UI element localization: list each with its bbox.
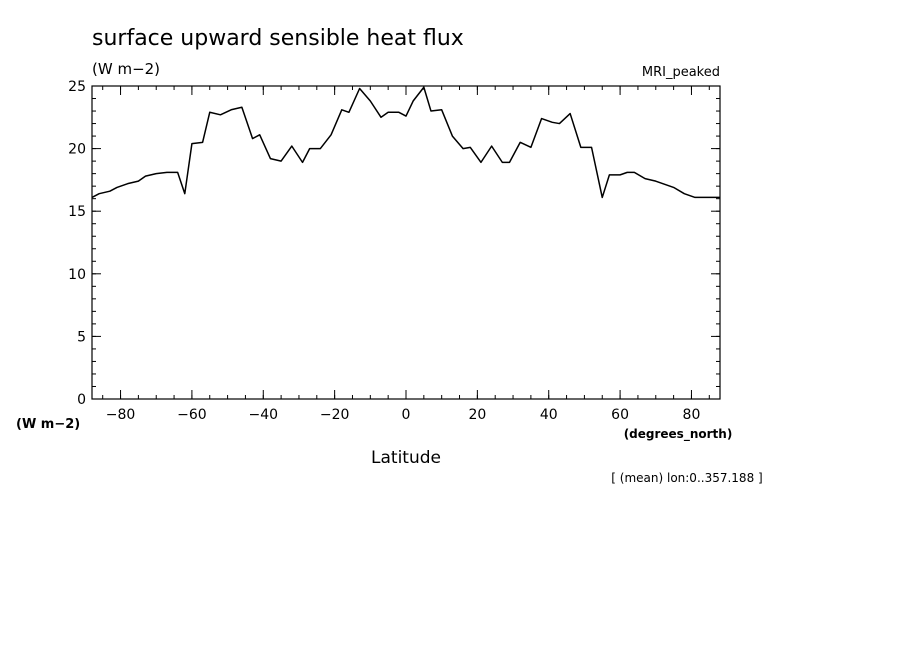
x-units-label: (degrees_north)	[624, 427, 733, 442]
x-axis-title: Latitude	[371, 448, 441, 468]
chart-title: surface upward sensible heat flux	[92, 26, 464, 51]
x-tick-label: 20	[468, 407, 486, 423]
chart-subtitle-units: (W m−2)	[92, 60, 160, 78]
y-tick-label: 20	[68, 142, 86, 158]
y-axis: 0 5 10 15 20 25	[68, 79, 720, 408]
plot-frame	[91, 85, 721, 400]
y-tick-label: 15	[68, 204, 86, 220]
series-points	[91, 86, 721, 198]
x-tick-label: 0	[402, 407, 411, 423]
plot-area: −80 −60 −40 −20 0 20 40 60 80 0 5 10 15 20 25	[68, 79, 721, 423]
y-tick-label: 25	[68, 79, 86, 95]
x-tick-label: −20	[320, 407, 350, 423]
x-tick-label: 40	[540, 407, 558, 423]
y-tick-label: 10	[68, 267, 86, 283]
y-tick-label: 5	[77, 329, 86, 345]
y-units-label: (W m−2)	[16, 417, 80, 432]
x-axis: −80 −60 −40 −20 0 20 40 60 80	[106, 86, 701, 423]
y-tick-label: 0	[77, 392, 86, 408]
footnote: [ (mean) lon:0..357.188 ]	[611, 471, 762, 485]
x-tick-label: −80	[106, 407, 136, 423]
x-tick-label: 60	[611, 407, 629, 423]
minor-ticks	[92, 85, 720, 400]
series-line	[91, 86, 720, 199]
x-tick-label: −40	[248, 407, 278, 423]
x-tick-label: −60	[177, 407, 207, 423]
x-tick-label: 80	[683, 407, 701, 423]
model-label: MRI_peaked	[642, 65, 720, 80]
